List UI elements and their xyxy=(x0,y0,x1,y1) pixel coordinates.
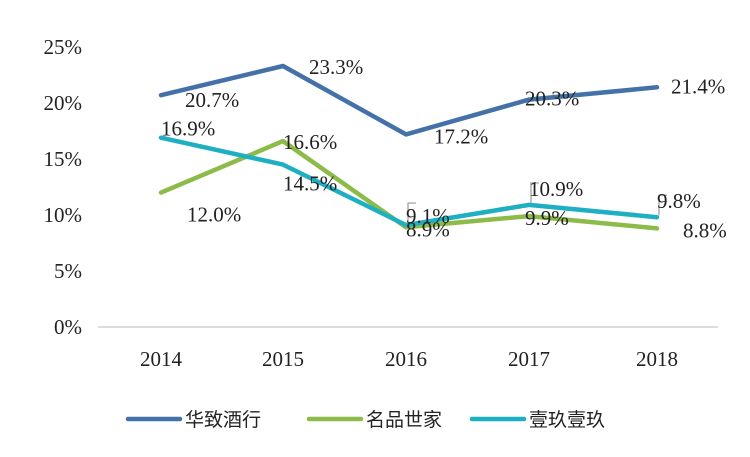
data-labels: 20.7%23.3%17.2%20.3%21.4%12.0%16.6%8.9% 9… xyxy=(161,55,727,242)
x-axis-ticks: 2014 2015 2016 2017 2018 xyxy=(140,347,678,371)
data-label: 20.7% xyxy=(185,88,239,112)
data-label: 20.3% xyxy=(525,87,579,111)
data-label: 21.4% xyxy=(671,74,725,98)
leader-line xyxy=(407,202,416,224)
data-label: 9.1% xyxy=(406,204,450,228)
legend-label: 华致酒行 xyxy=(185,409,261,431)
data-label: 16.6% xyxy=(283,130,337,154)
x-tick-label: 2014 xyxy=(140,347,183,371)
y-tick-label: 5% xyxy=(54,259,82,283)
x-tick-label: 2018 xyxy=(636,347,678,371)
y-tick-label: 20% xyxy=(44,91,83,115)
x-tick-label: 2016 xyxy=(385,347,427,371)
series-line xyxy=(158,135,660,228)
legend-label: 壹玖壹玖 xyxy=(529,409,605,431)
data-label: 9.8% xyxy=(657,189,701,213)
series-line xyxy=(158,63,660,137)
legend: 华致酒行 名品世家 壹玖壹玖 xyxy=(125,409,605,431)
y-axis-ticks: 0% 5% 10% 15% 20% 25% xyxy=(44,35,83,339)
series-lines xyxy=(158,63,660,231)
x-tick-label: 2017 xyxy=(508,347,550,371)
data-label: 10.9% xyxy=(529,177,583,201)
data-label: 14.5% xyxy=(283,172,337,196)
data-label: 12.0% xyxy=(187,203,241,227)
data-label: 17.2% xyxy=(434,124,488,148)
y-tick-label: 15% xyxy=(44,147,83,171)
data-label: 16.9% xyxy=(161,117,215,141)
data-label: 23.3% xyxy=(309,55,363,79)
data-label: 8.9% xyxy=(406,217,450,241)
data-label: 9.9% xyxy=(525,206,569,230)
label-leader-lines xyxy=(407,182,667,224)
legend-label: 名品世家 xyxy=(366,409,442,431)
y-tick-label: 0% xyxy=(54,315,82,339)
leader-line xyxy=(658,194,667,216)
data-label: 8.8% xyxy=(683,218,727,242)
y-tick-label: 10% xyxy=(44,203,83,227)
leader-line xyxy=(530,182,539,203)
x-tick-label: 2015 xyxy=(262,347,304,371)
y-tick-label: 25% xyxy=(44,35,83,59)
